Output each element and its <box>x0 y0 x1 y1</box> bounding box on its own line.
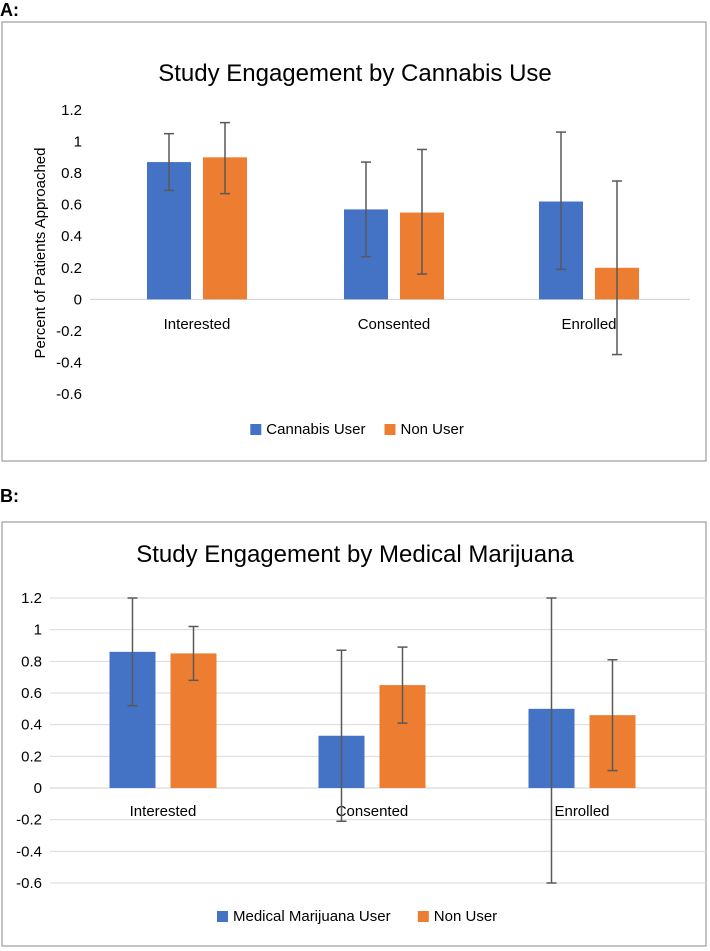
panel-a-label: A: <box>0 0 19 20</box>
chart2-y-tick-label: 0.2 <box>21 748 42 765</box>
chart1-category-label: Consented <box>358 316 431 333</box>
chart2-legend-swatch-1 <box>217 911 228 922</box>
chart1-y-tick-label: -0.2 <box>56 323 82 340</box>
chart2-legend-label-2: Non User <box>434 908 497 925</box>
chart2-category-label: Consented <box>336 803 409 820</box>
chart2-y-tick-label: 0 <box>34 780 42 797</box>
chart1-legend-swatch-1 <box>250 424 262 435</box>
chart2-legend-label-1: Medical Marijuana User <box>233 908 391 925</box>
chart1-y-tick-label: 0.4 <box>61 228 82 245</box>
chart2-title: Study Engagement by Medical Marijuana <box>136 541 574 568</box>
chart1-legend-label-2: Non User <box>401 421 464 438</box>
chart2-category-label: Interested <box>130 803 197 820</box>
chart1-legend-label-1: Cannabis User <box>266 421 365 438</box>
chart1-y-tick-label: 0 <box>74 291 82 308</box>
chart2-legend-swatch-2 <box>417 911 429 922</box>
chart2-y-tick-label: 0.4 <box>21 717 42 734</box>
chart1-y-tick-label: 1.2 <box>61 102 82 119</box>
chart2-y-tick-label: -0.2 <box>16 812 42 829</box>
chart2-y-tick-label: 1.2 <box>21 590 42 607</box>
chart1-y-tick-label: 0.8 <box>61 165 82 182</box>
chart1-legend-swatch-2 <box>384 424 396 435</box>
chart2-y-tick-label: 0.6 <box>21 685 42 702</box>
chart2-y-tick-label: -0.4 <box>16 843 42 860</box>
chart1-y-axis-title: Percent of Patients Approached <box>32 148 49 359</box>
chart1-y-tick-label: 1 <box>74 134 82 151</box>
chart2-category-label: Enrolled <box>554 803 609 820</box>
chart1-y-tick-label: -0.6 <box>56 386 82 403</box>
chart2-y-tick-label: -0.6 <box>16 875 42 892</box>
chart1-y-tick-label: -0.4 <box>56 354 82 371</box>
chart1-y-tick-label: 0.2 <box>61 260 82 277</box>
panel-b-label: B: <box>0 486 19 506</box>
chart2-y-tick-label: 0.8 <box>21 653 42 670</box>
chart1-title: Study Engagement by Cannabis Use <box>158 60 552 87</box>
chart1-y-tick-label: 0.6 <box>61 197 82 214</box>
chart2-y-tick-label: 1 <box>34 622 42 639</box>
chart1-category-label: Enrolled <box>561 316 616 333</box>
chart1-category-label: Interested <box>164 316 231 333</box>
